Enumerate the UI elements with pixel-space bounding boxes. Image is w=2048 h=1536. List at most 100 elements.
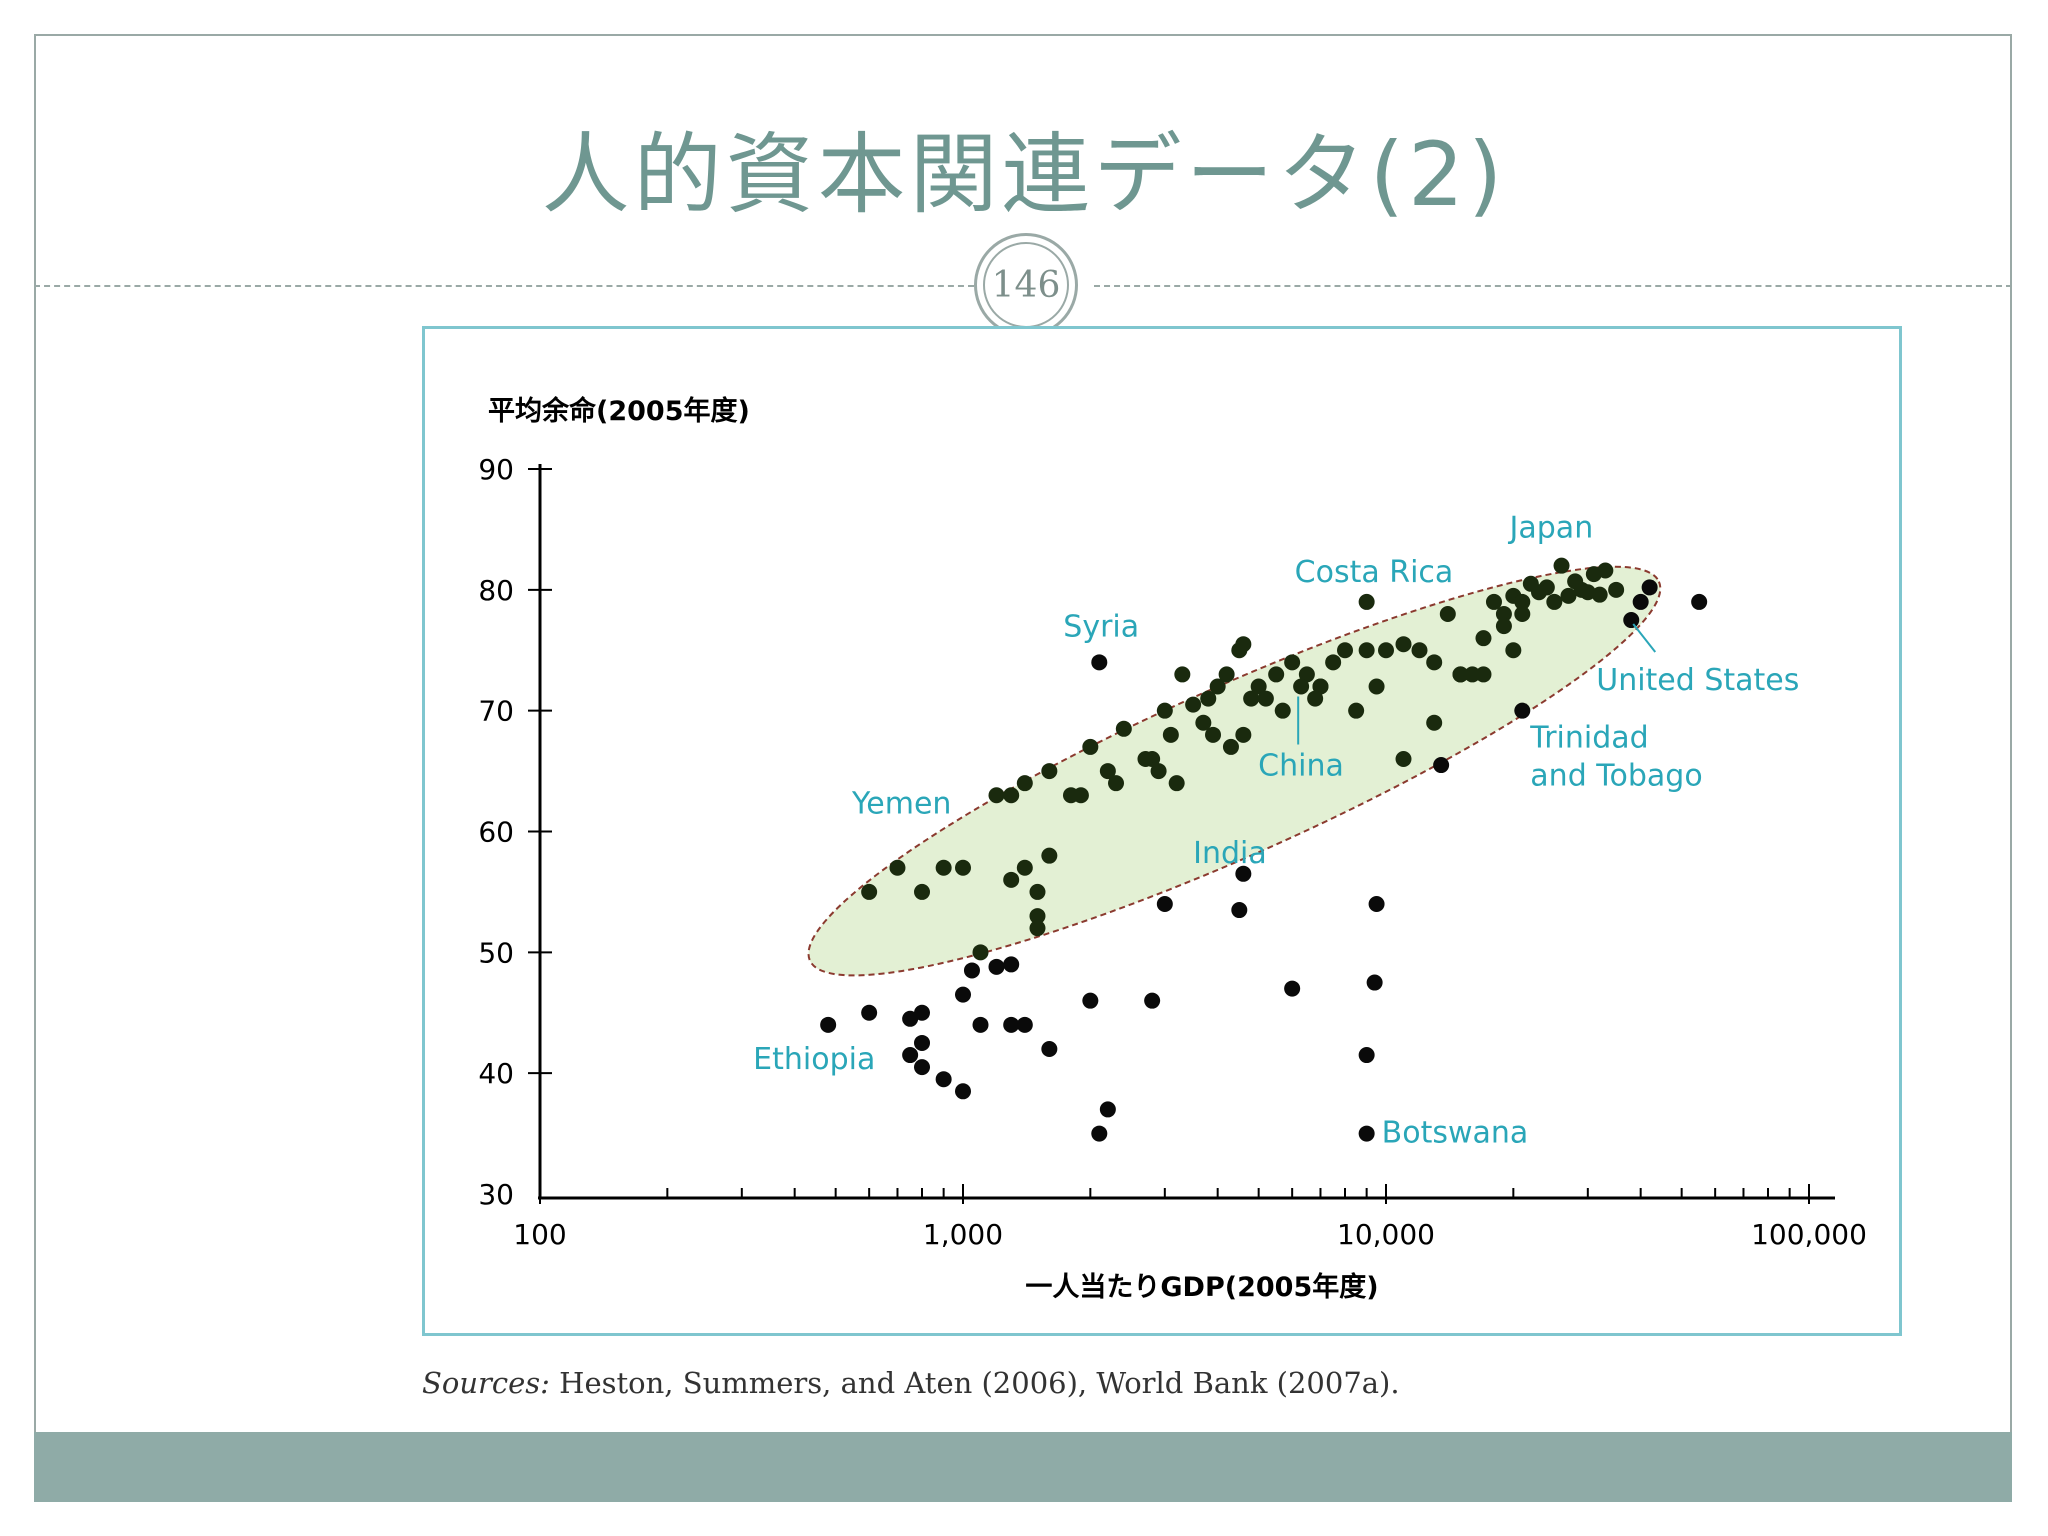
data-point xyxy=(1029,883,1046,900)
data-point xyxy=(1257,690,1274,707)
data-point xyxy=(1358,1047,1375,1064)
data-point xyxy=(1632,593,1649,610)
data-point xyxy=(889,859,906,876)
annotation-label: Ethiopia xyxy=(753,1042,875,1077)
data-point xyxy=(1307,690,1324,707)
data-point xyxy=(972,1016,989,1033)
data-point xyxy=(1274,702,1291,719)
data-point xyxy=(935,859,952,876)
data-point xyxy=(1222,738,1239,755)
data-point xyxy=(1531,584,1548,601)
data-point xyxy=(1091,654,1108,671)
y-tick-label: 60 xyxy=(478,816,514,849)
sources-text: Heston, Summers, and Aten (2006), World … xyxy=(549,1366,1400,1400)
scatter-chart: 平均余命(2005年度) 一人当たりGDP(2005年度) 30 40 50 60 70… xyxy=(478,395,1867,1303)
data-point xyxy=(914,1034,931,1051)
data-point xyxy=(1426,714,1443,731)
data-point xyxy=(914,1004,931,1021)
data-point xyxy=(902,1010,919,1027)
data-point xyxy=(1368,678,1385,695)
data-point xyxy=(1099,1101,1116,1118)
data-point xyxy=(1641,579,1658,596)
data-point xyxy=(1514,702,1531,719)
data-point xyxy=(1475,666,1492,683)
annotation-label: China xyxy=(1258,749,1344,784)
data-point xyxy=(1195,714,1212,731)
data-point xyxy=(1475,630,1492,647)
x-tick-label: 10,000 xyxy=(1337,1218,1435,1251)
data-point xyxy=(914,883,931,900)
data-point xyxy=(1514,606,1531,622)
data-point xyxy=(1293,678,1310,695)
y-tick-label: 90 xyxy=(478,453,514,486)
data-point xyxy=(1368,896,1385,912)
annotation-label: Botswana xyxy=(1382,1116,1529,1151)
data-point xyxy=(1485,593,1502,610)
data-point xyxy=(1337,642,1354,659)
data-point xyxy=(1016,775,1033,792)
data-point xyxy=(1591,586,1608,603)
data-point xyxy=(1505,642,1522,659)
y-tick-label: 50 xyxy=(478,936,514,969)
data-point xyxy=(1082,992,1099,1009)
data-point xyxy=(1209,678,1226,695)
data-point xyxy=(1395,751,1412,767)
data-point xyxy=(1623,612,1640,629)
page-number: 146 xyxy=(983,242,1069,328)
data-point xyxy=(1029,920,1046,937)
footer-band xyxy=(34,1432,2012,1502)
y-tick-label: 80 xyxy=(478,574,514,607)
data-point xyxy=(1495,618,1512,635)
data-point xyxy=(1016,1016,1033,1033)
data-point xyxy=(820,1016,837,1033)
data-point xyxy=(1235,865,1252,882)
data-point xyxy=(1205,726,1222,743)
data-point xyxy=(1546,593,1563,610)
data-point xyxy=(988,958,1005,975)
data-point xyxy=(1156,896,1173,912)
data-point xyxy=(1411,642,1428,659)
data-point xyxy=(1150,763,1167,780)
data-point xyxy=(1200,690,1217,707)
chart-frame: 平均余命(2005年度) 一人当たりGDP(2005年度) 30 40 50 60 70… xyxy=(422,326,1902,1336)
data-point xyxy=(1250,678,1267,695)
annotation-label: India xyxy=(1193,836,1267,871)
data-point xyxy=(1439,606,1456,622)
data-point xyxy=(1464,666,1481,683)
data-point xyxy=(1325,654,1342,671)
data-point xyxy=(1115,720,1132,737)
annotation-label: United States xyxy=(1596,663,1799,698)
data-point xyxy=(1495,606,1512,622)
title-divider-right xyxy=(1094,285,2012,287)
data-point xyxy=(902,1047,919,1064)
data-point xyxy=(1231,902,1248,919)
annotation-label: Costa Rica xyxy=(1295,555,1454,590)
data-point xyxy=(1426,654,1443,671)
annotation-label: Syria xyxy=(1063,609,1139,644)
data-point xyxy=(1298,666,1315,683)
x-tick-label: 100,000 xyxy=(1751,1218,1867,1251)
y-axis-title: 平均余命(2005年度) xyxy=(488,395,750,427)
data-point xyxy=(1218,666,1235,683)
data-point xyxy=(1003,871,1020,888)
data-point xyxy=(1579,584,1596,601)
data-point xyxy=(1514,593,1531,610)
data-point xyxy=(972,944,989,961)
annotation-label: Japan xyxy=(1508,511,1594,546)
data-point xyxy=(988,787,1005,804)
data-point xyxy=(1560,587,1577,604)
data-point xyxy=(1608,581,1625,598)
data-point xyxy=(1243,690,1260,707)
data-point xyxy=(1156,702,1173,719)
y-tick-label: 70 xyxy=(478,695,514,728)
data-point xyxy=(1358,1125,1375,1142)
leader-line-united-states xyxy=(1632,623,1657,653)
x-axis-title: 一人当たりGDP(2005年度) xyxy=(1025,1271,1378,1303)
annotation-label: Yemen xyxy=(851,786,952,821)
slide-title: 人的資本関連データ(2) xyxy=(541,123,1507,226)
data-point xyxy=(1041,1041,1058,1057)
sources-note: Sources: Heston, Summers, and Aten (2006… xyxy=(422,1366,1400,1400)
data-point xyxy=(1099,763,1116,780)
data-point xyxy=(1378,642,1394,659)
data-point xyxy=(1029,908,1046,925)
